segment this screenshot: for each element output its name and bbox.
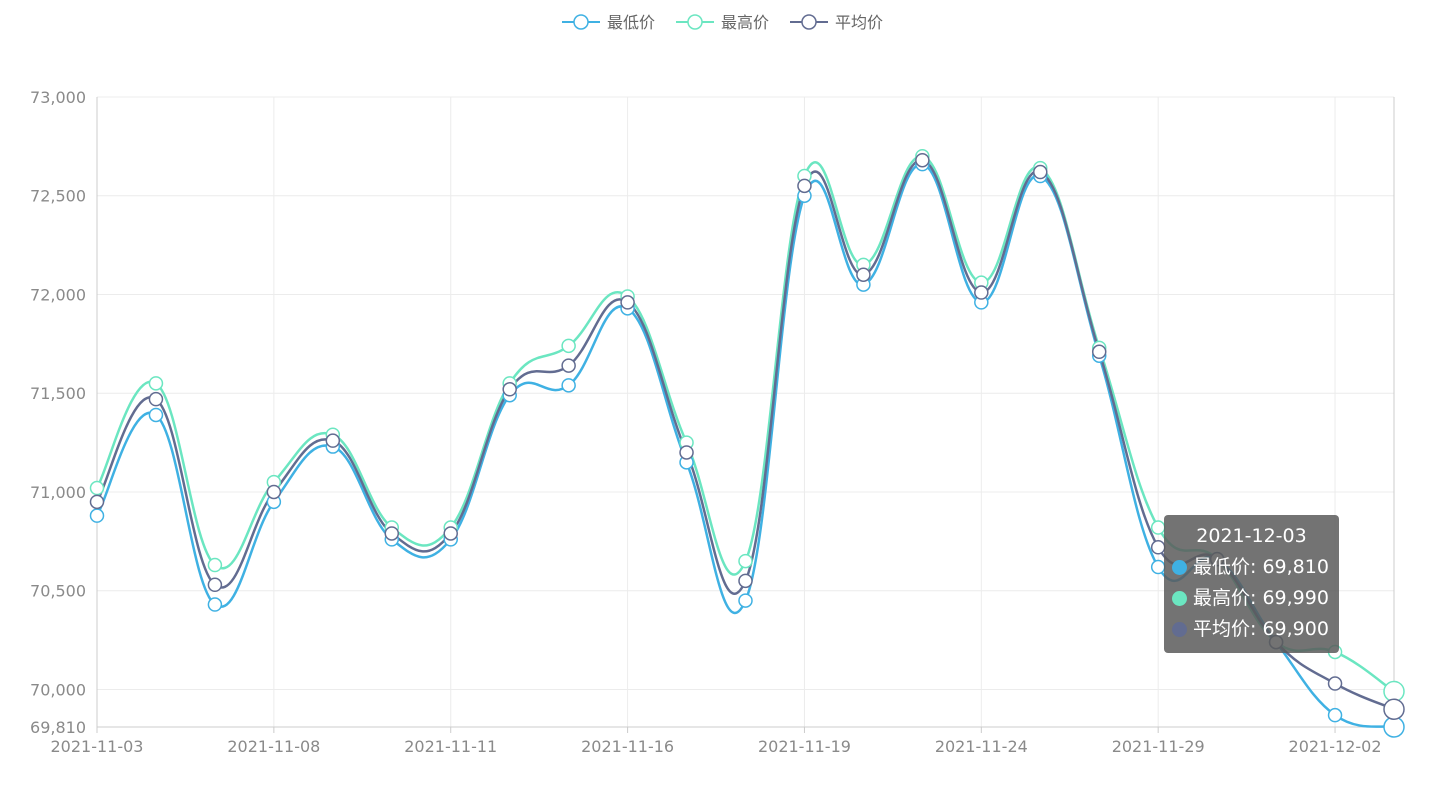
series-line-0	[95, 162, 1395, 729]
y-tick-label: 71,000	[30, 483, 86, 502]
series-line-2	[95, 158, 1395, 711]
legend-label: 最低价	[607, 13, 655, 32]
data-point[interactable]	[207, 557, 223, 573]
x-tick-label: 2021-11-24	[935, 737, 1028, 756]
data-point[interactable]	[148, 376, 164, 391]
y-tick-label: 71,500	[30, 384, 86, 403]
data-point[interactable]	[443, 526, 458, 541]
legend[interactable]: 最低价 最高价 平均价	[562, 13, 883, 32]
x-axis-tick-labels: 2021-11-03 2021-11-08 2021-11-11 2021-11-16…	[51, 737, 1382, 756]
data-point[interactable]	[1383, 698, 1405, 720]
data-point[interactable]	[561, 358, 576, 373]
tooltip-label-high: 最高价: 69,990	[1193, 587, 1329, 609]
data-point[interactable]	[89, 480, 105, 496]
legend-marker	[687, 14, 703, 30]
data-point[interactable]	[207, 597, 223, 612]
data-point[interactable]	[1150, 559, 1166, 575]
legend-label: 平均价	[835, 13, 883, 32]
tooltip-label-avg: 平均价: 69,900	[1193, 618, 1329, 640]
y-tick-label: 70,000	[30, 680, 86, 699]
axes	[96, 97, 1395, 733]
data-point[interactable]	[620, 295, 635, 310]
x-tick-label: 2021-11-29	[1112, 737, 1205, 756]
tooltip-row-avg: 平均价: 69,900	[1172, 614, 1339, 645]
legend-item-2[interactable]: 平均价	[790, 13, 883, 32]
data-point[interactable]	[1150, 540, 1166, 555]
series-lines	[95, 155, 1395, 729]
data-point[interactable]	[325, 433, 341, 448]
tooltip-label-low: 最低价: 69,810	[1193, 556, 1329, 578]
y-tick-label: 73,000	[30, 88, 86, 107]
tooltip-dot-avg	[1172, 622, 1187, 637]
chart-tooltip: 2021-12-03 最低价: 69,810 最高价: 69,990 平均价: …	[1164, 515, 1339, 653]
data-point[interactable]	[1383, 716, 1405, 738]
data-point[interactable]	[1091, 344, 1107, 360]
data-point[interactable]	[1383, 680, 1405, 703]
legend-item-0[interactable]: 最低价	[562, 13, 655, 32]
y-axis-tick-labels: 73,000 72,500 72,000 71,500 71,000 70,500 70,0…	[30, 88, 86, 737]
x-tick-label: 2021-11-11	[404, 737, 497, 756]
legend-marker	[801, 14, 817, 30]
data-point[interactable]	[148, 407, 164, 423]
data-point[interactable]	[974, 285, 989, 300]
data-point[interactable]	[679, 445, 694, 460]
data-point[interactable]	[797, 178, 812, 194]
data-point[interactable]	[915, 152, 930, 168]
data-point[interactable]	[1150, 520, 1166, 535]
data-point[interactable]	[561, 378, 576, 393]
tooltip-dot-high	[1172, 591, 1187, 606]
data-point[interactable]	[502, 382, 517, 397]
tooltip-row-low: 最低价: 69,810	[1172, 552, 1339, 583]
data-point[interactable]	[384, 526, 400, 541]
data-point[interactable]	[856, 267, 871, 282]
y-tick-label: 72,000	[30, 285, 86, 304]
legend-item-1[interactable]: 最高价	[676, 13, 769, 32]
y-tick-label: 69,810	[30, 718, 86, 737]
data-point[interactable]	[1327, 676, 1343, 691]
x-tick-label: 2021-11-03	[51, 737, 144, 756]
data-point[interactable]	[561, 338, 576, 354]
legend-marker	[573, 14, 589, 30]
data-point[interactable]	[738, 553, 753, 569]
series-line-1	[95, 155, 1395, 693]
data-point[interactable]	[738, 573, 753, 589]
data-point[interactable]	[1327, 707, 1343, 723]
tooltip-title: 2021-12-03	[1196, 525, 1307, 547]
data-point[interactable]	[207, 577, 223, 593]
data-point[interactable]	[89, 508, 105, 523]
data-point[interactable]	[1033, 164, 1048, 180]
data-point[interactable]	[89, 494, 105, 510]
tooltip-row-high: 最高价: 69,990	[1172, 583, 1339, 614]
tooltip-dot-low	[1172, 560, 1187, 575]
x-tick-label: 2021-11-16	[581, 737, 674, 756]
data-point[interactable]	[738, 593, 753, 608]
data-point[interactable]	[148, 391, 164, 407]
x-tick-label: 2021-11-08	[227, 737, 320, 756]
y-tick-label: 72,500	[30, 187, 86, 206]
x-tick-label: 2021-11-19	[758, 737, 851, 756]
x-tick-label: 2021-12-02	[1289, 737, 1382, 756]
y-tick-label: 70,500	[30, 582, 86, 601]
data-point[interactable]	[266, 484, 282, 500]
legend-label: 最高价	[721, 13, 769, 32]
